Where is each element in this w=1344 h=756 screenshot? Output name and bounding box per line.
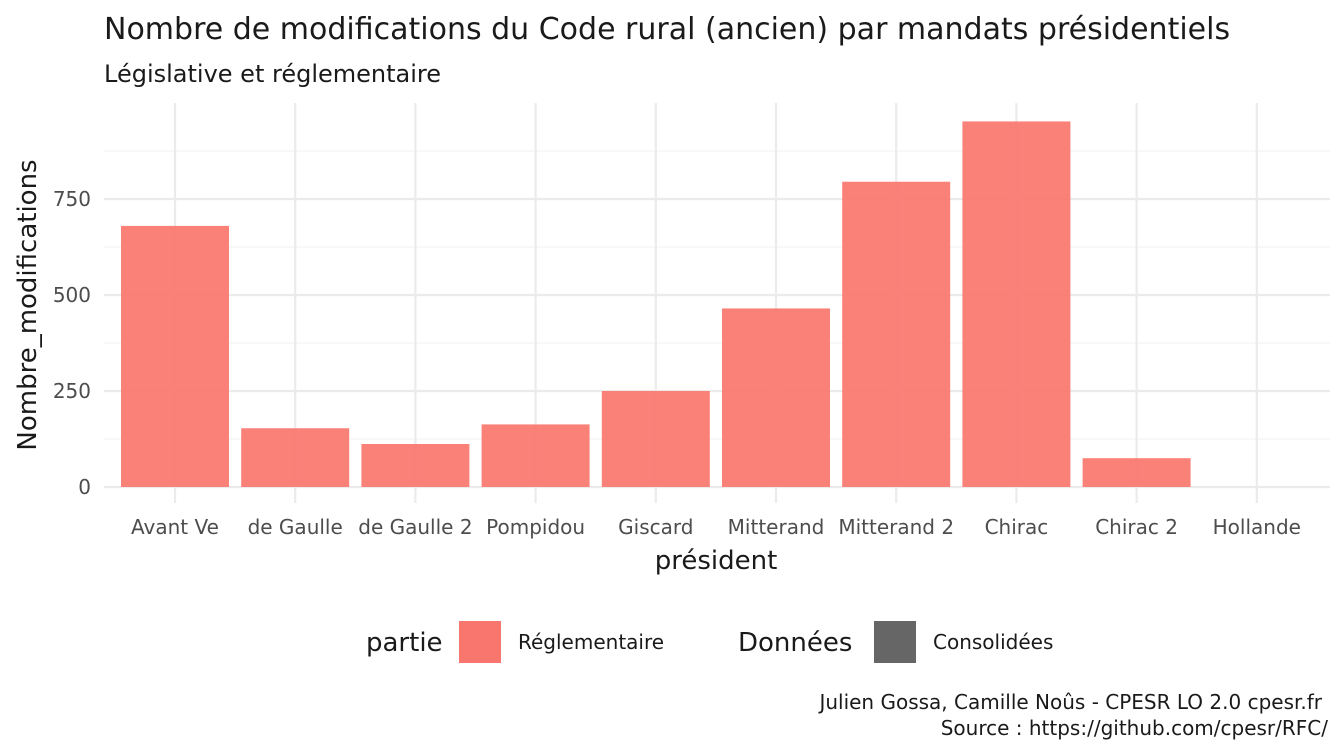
x-tick-label: Chirac bbox=[985, 515, 1049, 539]
bar-pompidou bbox=[481, 424, 590, 487]
x-tick-label: Hollande bbox=[1213, 515, 1301, 539]
bar-chirac-2 bbox=[1082, 458, 1191, 487]
chart-subtitle: Législative et réglementaire bbox=[104, 60, 441, 88]
y-tick-label: 750 bbox=[53, 187, 91, 211]
bar-de-gaulle bbox=[241, 428, 350, 487]
x-tick-label: Giscard bbox=[618, 515, 693, 539]
legend-key-consolidees bbox=[874, 621, 916, 663]
y-tick-label: 500 bbox=[53, 283, 91, 307]
legend-label-consolidees: Consolidées bbox=[933, 630, 1053, 654]
y-tick-label: 0 bbox=[78, 475, 91, 499]
bars bbox=[121, 121, 1191, 487]
y-tick-label: 250 bbox=[53, 379, 91, 403]
caption-credit: Julien Gossa, Camille Noûs - CPESR LO 2.… bbox=[817, 690, 1322, 714]
y-tick-labels: 0 250 500 750 bbox=[53, 187, 91, 499]
bar-avant-ve bbox=[121, 225, 229, 487]
legend-title-partie: partie bbox=[366, 628, 443, 658]
x-tick-labels: Avant Ve de Gaulle de Gaulle 2 Pompidou Gisc… bbox=[131, 515, 1301, 539]
bar-giscard bbox=[601, 391, 710, 487]
x-tick-label: Mitterand bbox=[728, 515, 825, 539]
bar-de-gaulle-2 bbox=[361, 443, 470, 487]
legend: partie Réglementaire Données Consolidées bbox=[366, 621, 1053, 663]
x-tick-label: Avant Ve bbox=[131, 515, 219, 539]
caption-source: Source : https://github.com/cpesr/RFC/ bbox=[941, 716, 1329, 740]
x-tick-label: Pompidou bbox=[486, 515, 585, 539]
bar-chirac bbox=[962, 121, 1071, 487]
x-tick-label: Chirac 2 bbox=[1095, 515, 1178, 539]
legend-label-reglementaire: Réglementaire bbox=[518, 630, 664, 654]
chart-title: Nombre de modifications du Code rural (a… bbox=[104, 12, 1230, 47]
y-axis-title: Nombre_modifications bbox=[13, 159, 43, 450]
x-axis-title: président bbox=[655, 546, 778, 576]
bar-mitterand-2 bbox=[842, 181, 951, 487]
bar-mitterand bbox=[722, 308, 830, 487]
x-tick-label: Mitterand 2 bbox=[838, 515, 954, 539]
legend-title-donnees: Données bbox=[738, 628, 852, 658]
x-tick-label: de Gaulle 2 bbox=[358, 515, 472, 539]
legend-key-reglementaire bbox=[459, 621, 501, 663]
x-tick-label: de Gaulle bbox=[248, 515, 343, 539]
